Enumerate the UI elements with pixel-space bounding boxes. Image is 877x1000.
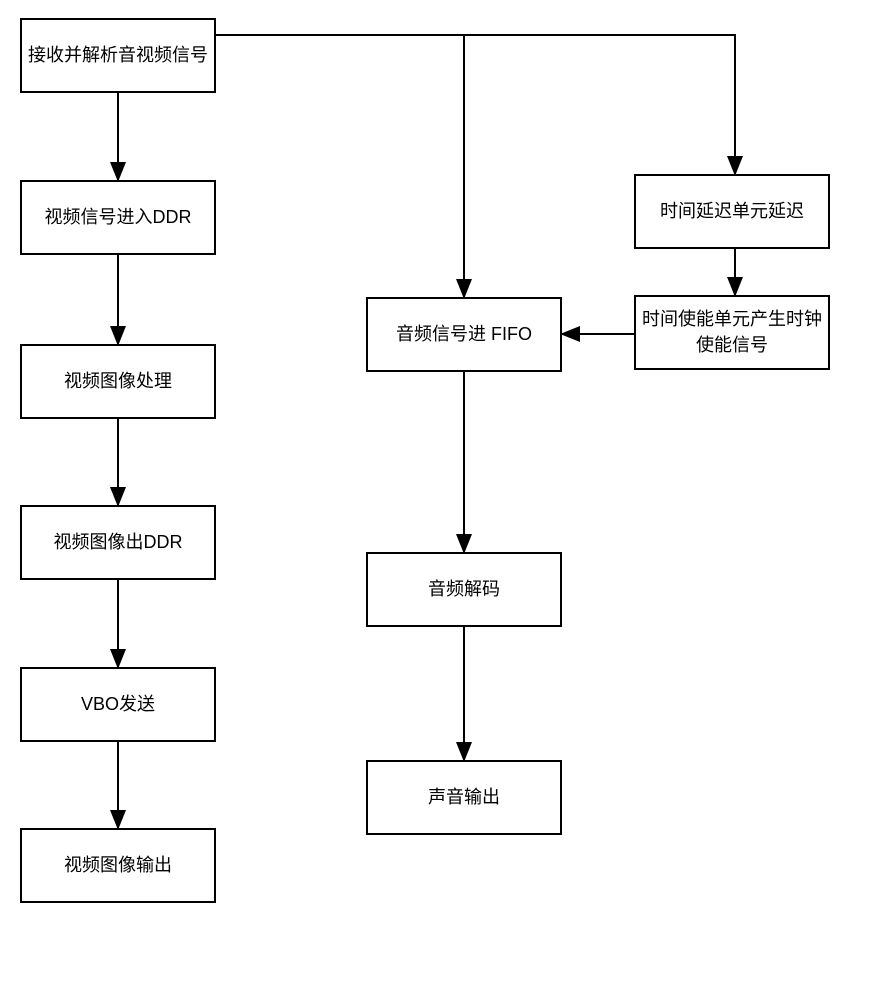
flowchart-node-n3: 视频图像处理 xyxy=(20,344,216,419)
node-label: 视频信号进入DDR xyxy=(45,205,192,230)
flowchart-node-n5: VBO发送 xyxy=(20,667,216,742)
node-label: 视频图像输出 xyxy=(64,853,172,878)
flowchart-node-n7: 音频信号进 FIFO xyxy=(366,297,562,372)
flowchart-node-n1: 接收并解析音视频信号 xyxy=(20,18,216,93)
node-label: 声音输出 xyxy=(428,785,500,810)
flowchart-node-n9: 声音输出 xyxy=(366,760,562,835)
flowchart-node-n10: 时间延迟单元延迟 xyxy=(634,174,830,249)
node-label: VBO发送 xyxy=(81,692,155,717)
flowchart-edge-n1-n10 xyxy=(464,35,735,174)
flowchart-node-n2: 视频信号进入DDR xyxy=(20,180,216,255)
node-label: 音频解码 xyxy=(428,577,500,602)
node-label: 时间延迟单元延迟 xyxy=(660,199,804,224)
flowchart-node-n4: 视频图像出DDR xyxy=(20,505,216,580)
node-label: 时间使能单元产生时钟使能信号 xyxy=(640,307,824,357)
flowchart-node-n8: 音频解码 xyxy=(366,552,562,627)
node-label: 音频信号进 FIFO xyxy=(396,322,532,347)
node-label: 接收并解析音视频信号 xyxy=(28,43,208,68)
node-label: 视频图像处理 xyxy=(64,369,172,394)
flowchart-node-n11: 时间使能单元产生时钟使能信号 xyxy=(634,295,830,370)
node-label: 视频图像出DDR xyxy=(54,530,183,555)
flowchart-node-n6: 视频图像输出 xyxy=(20,828,216,903)
flowchart-edge-n1-n7 xyxy=(216,35,464,297)
